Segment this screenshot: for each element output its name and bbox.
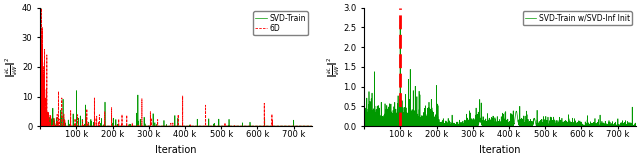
SVD-Train (138, 125, 146, 127)
SVD-Train w/SVD-Inf Init (536, 125, 543, 127)
SVD-Train w/SVD-Inf Init (574, 125, 582, 127)
6D (308, 125, 316, 127)
6D (36, 125, 44, 127)
6D (36, 30, 44, 32)
SVD-Train w/SVD-Inf Init (462, 125, 470, 127)
SVD-Train (92, 125, 99, 127)
SVD-Train w/SVD-Inf Init (360, 100, 368, 102)
Y-axis label: $\|\frac{\partial L}{\partial W}\|^2$: $\|\frac{\partial L}{\partial W}\|^2$ (326, 56, 342, 78)
6D (38, 7, 45, 9)
6D (92, 125, 99, 127)
SVD-Train (307, 125, 315, 127)
SVD-Train (250, 125, 258, 127)
Line: SVD-Train w/SVD-Inf Init: SVD-Train w/SVD-Inf Init (364, 25, 636, 126)
Legend: SVD-Train, 6D: SVD-Train, 6D (253, 11, 308, 35)
6D (307, 125, 315, 127)
SVD-Train w/SVD-Inf Init (360, 125, 368, 127)
SVD-Train (212, 125, 220, 127)
SVD-Train (36, 60, 44, 62)
X-axis label: Iteration: Iteration (155, 145, 196, 155)
X-axis label: Iteration: Iteration (479, 145, 521, 155)
6D (212, 125, 220, 127)
6D (250, 125, 258, 127)
SVD-Train w/SVD-Inf Init (419, 125, 426, 127)
SVD-Train (94, 125, 102, 127)
SVD-Train w/SVD-Inf Init (632, 125, 639, 127)
Legend: SVD-Train w/SVD-Inf Init: SVD-Train w/SVD-Inf Init (522, 11, 632, 25)
SVD-Train (36, 125, 44, 127)
SVD-Train w/SVD-Inf Init (415, 125, 423, 127)
6D (94, 125, 102, 127)
Y-axis label: $\|\frac{\partial L}{\partial W}\|^2$: $\|\frac{\partial L}{\partial W}\|^2$ (4, 56, 20, 78)
SVD-Train w/SVD-Inf Init (396, 24, 404, 26)
SVD-Train (308, 125, 316, 127)
Line: 6D: 6D (40, 8, 312, 126)
6D (138, 125, 146, 127)
Line: SVD-Train: SVD-Train (40, 0, 312, 126)
SVD-Train w/SVD-Inf Init (631, 125, 639, 127)
